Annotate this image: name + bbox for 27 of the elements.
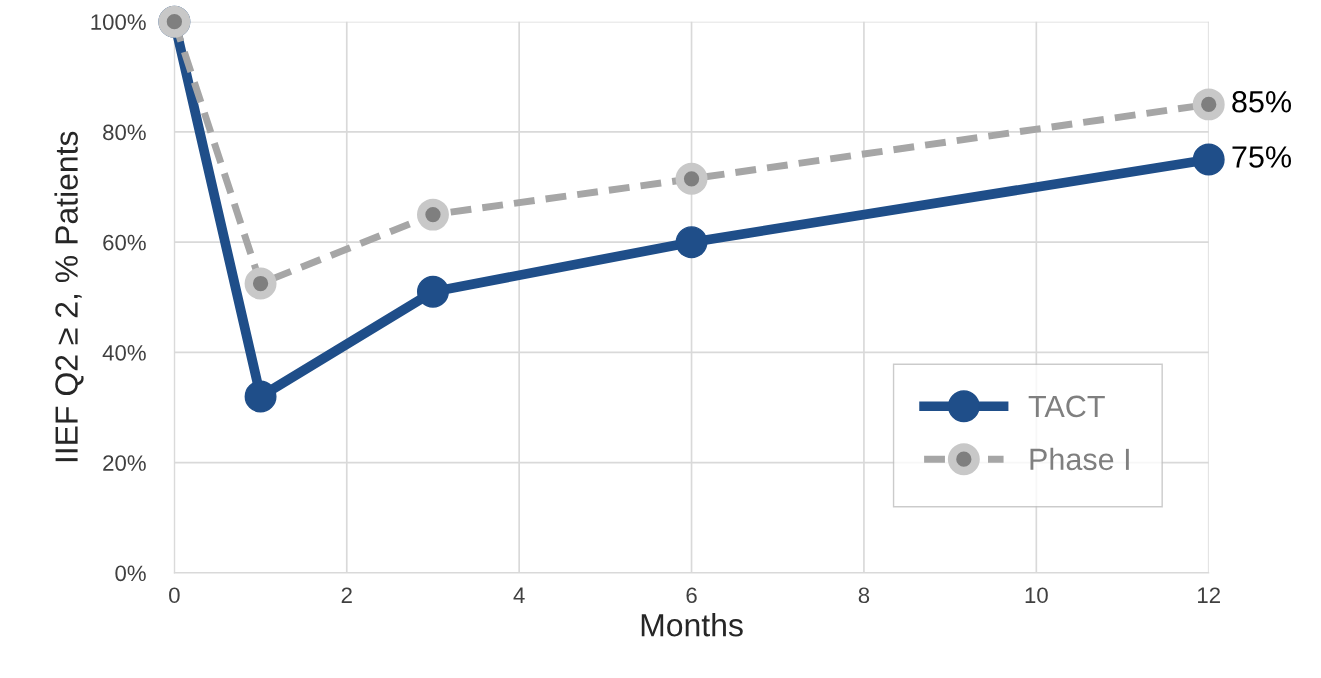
x-tick-label: 10 <box>1025 587 1048 604</box>
y-tick-label: 80% <box>103 124 146 141</box>
annotation: 75% <box>1232 146 1292 168</box>
y-tick-label: 60% <box>103 234 146 251</box>
y-tick-label: 100% <box>91 14 146 30</box>
x-axis-title: Months <box>641 613 743 637</box>
y-tick-label: 20% <box>103 455 146 471</box>
y-tick-label: 40% <box>102 344 146 361</box>
point <box>416 275 449 308</box>
point <box>675 162 708 195</box>
point <box>416 198 449 231</box>
point <box>244 380 277 413</box>
point <box>1192 143 1225 176</box>
y-axis-title: IIEF Q2 ≥ 2, % Patients <box>54 131 84 462</box>
annotation: 85% <box>1232 90 1292 113</box>
x-tick-label: 0 <box>169 587 180 604</box>
x-tick-label: 4 <box>513 587 525 603</box>
legend-label: TACT <box>1028 395 1105 418</box>
x-tick-label: 2 <box>341 587 352 603</box>
point <box>675 226 708 259</box>
point <box>1192 88 1225 121</box>
x-tick-label: 8 <box>858 587 870 604</box>
x-tick-label: 6 <box>686 587 697 604</box>
point <box>244 267 277 300</box>
y-tick-label: 0% <box>115 565 146 582</box>
legend-label: Phase I <box>1030 447 1129 471</box>
x-tick-label: 12 <box>1198 587 1220 603</box>
